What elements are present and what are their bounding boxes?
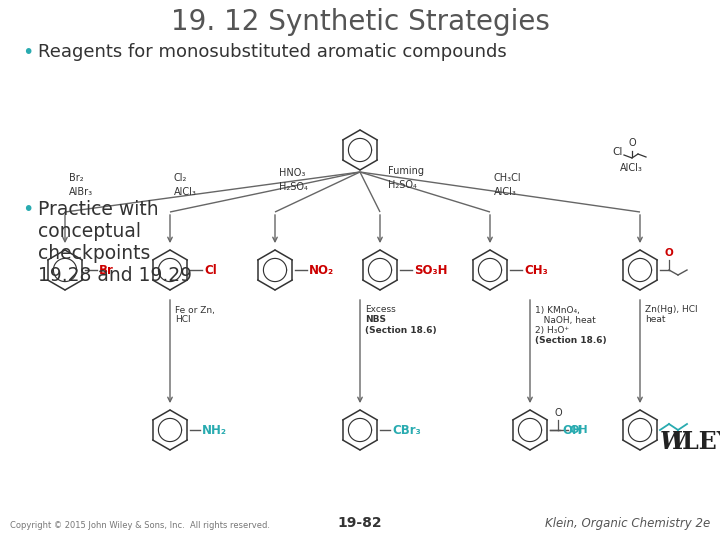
Text: OH: OH: [570, 425, 589, 435]
Text: CH₃: CH₃: [524, 264, 548, 276]
Text: ILEY: ILEY: [672, 430, 720, 454]
Text: (Section 18.6): (Section 18.6): [535, 335, 607, 345]
Text: conceptual: conceptual: [38, 222, 141, 241]
Text: 19.28 and 19.29: 19.28 and 19.29: [38, 266, 192, 285]
Text: SO₃H: SO₃H: [414, 264, 448, 276]
Text: heat: heat: [645, 315, 665, 325]
Text: O: O: [628, 138, 636, 148]
Text: Zn(Hg), HCl: Zn(Hg), HCl: [645, 306, 698, 314]
Text: Cl: Cl: [204, 264, 217, 276]
Text: HCl: HCl: [175, 315, 191, 325]
Text: OH: OH: [562, 423, 582, 436]
Text: Reagents for monosubstituted aromatic compounds: Reagents for monosubstituted aromatic co…: [38, 43, 507, 61]
Text: Br: Br: [99, 264, 114, 276]
Text: NH₂: NH₂: [202, 423, 227, 436]
Text: 19-82: 19-82: [338, 516, 382, 530]
Text: NaOH, heat: NaOH, heat: [535, 315, 595, 325]
Text: Klein, Organic Chemistry 2e: Klein, Organic Chemistry 2e: [545, 517, 710, 530]
Text: Br₂
AlBr₃: Br₂ AlBr₃: [69, 173, 93, 197]
Text: Copyright © 2015 John Wiley & Sons, Inc.  All rights reserved.: Copyright © 2015 John Wiley & Sons, Inc.…: [10, 521, 270, 530]
Text: AlCl₃: AlCl₃: [620, 163, 643, 173]
Text: Cl: Cl: [612, 147, 622, 157]
Text: Cl₂
AlCl₃: Cl₂ AlCl₃: [174, 173, 197, 197]
Text: NBS: NBS: [365, 315, 386, 325]
Text: O: O: [665, 248, 673, 258]
Text: 2) H₃O⁺: 2) H₃O⁺: [535, 326, 569, 334]
Text: 1) KMnO₄,: 1) KMnO₄,: [535, 306, 580, 314]
Text: HNO₃
H₂SO₄: HNO₃ H₂SO₄: [279, 168, 308, 192]
Text: O: O: [554, 408, 562, 418]
Text: •: •: [22, 200, 33, 219]
Text: NO₂: NO₂: [309, 264, 334, 276]
Text: Fe or Zn,: Fe or Zn,: [175, 306, 215, 314]
Text: checkpoints: checkpoints: [38, 244, 150, 263]
Text: Practice with: Practice with: [38, 200, 158, 219]
Text: W: W: [660, 430, 686, 454]
Text: •: •: [22, 43, 33, 62]
Text: 19. 12 Synthetic Strategies: 19. 12 Synthetic Strategies: [171, 8, 549, 36]
Text: CH₃Cl
AlCl₃: CH₃Cl AlCl₃: [494, 173, 521, 197]
Text: Fuming
H₂SO₄: Fuming H₂SO₄: [388, 166, 424, 190]
Text: Excess: Excess: [365, 306, 396, 314]
Text: CBr₃: CBr₃: [392, 423, 420, 436]
Text: (Section 18.6): (Section 18.6): [365, 326, 436, 334]
